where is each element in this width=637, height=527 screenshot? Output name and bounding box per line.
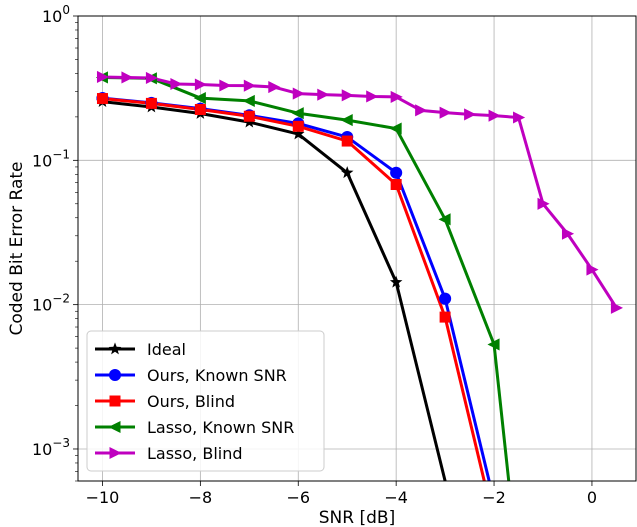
marker-triangle-right bbox=[317, 88, 330, 101]
marker-triangle-right bbox=[439, 106, 452, 119]
marker-square bbox=[243, 110, 255, 122]
marker-triangle-left bbox=[438, 213, 451, 226]
y-tick-label: 10−3 bbox=[32, 436, 70, 459]
marker-triangle-left bbox=[291, 107, 304, 120]
marker-star bbox=[340, 166, 354, 179]
marker-square bbox=[194, 103, 206, 115]
marker-triangle-right bbox=[145, 71, 159, 85]
y-tick-label: 10−1 bbox=[32, 147, 70, 170]
marker-square bbox=[292, 120, 304, 132]
marker-triangle-right bbox=[561, 227, 575, 240]
marker-triangle-left bbox=[193, 92, 206, 105]
x-tick-label: 0 bbox=[587, 488, 597, 507]
marker-triangle-right bbox=[243, 79, 256, 92]
marker-triangle-left bbox=[242, 94, 255, 107]
x-tick-label: −4 bbox=[384, 488, 408, 507]
y-tick-label: 100 bbox=[42, 3, 70, 26]
marker-circle bbox=[108, 368, 122, 382]
marker-square bbox=[145, 97, 157, 109]
marker-triangle-right bbox=[121, 71, 134, 84]
x-tick-label: −8 bbox=[189, 488, 213, 507]
marker-square bbox=[439, 311, 451, 323]
marker-square bbox=[96, 93, 108, 105]
marker-triangle-right bbox=[366, 90, 379, 103]
marker-triangle-right bbox=[537, 197, 550, 210]
x-tick-label: −6 bbox=[286, 488, 310, 507]
marker-square bbox=[109, 395, 121, 407]
legend: Ideal Ours, Known SNR Ours, Blind Lasso, Kn… bbox=[86, 330, 325, 472]
x-tick-label: −10 bbox=[86, 488, 120, 507]
legend-label: Lasso, Blind bbox=[147, 444, 243, 463]
legend-box bbox=[86, 330, 325, 472]
legend-label: Lasso, Known SNR bbox=[147, 418, 294, 437]
y-axis-label: Coded Bit Error Rate bbox=[7, 162, 27, 336]
series-line bbox=[102, 75, 618, 309]
marker-circle bbox=[390, 166, 403, 179]
marker-triangle-left bbox=[487, 338, 500, 351]
marker-triangle-left bbox=[340, 114, 353, 127]
legend-label: Ours, Known SNR bbox=[147, 366, 287, 385]
marker-triangle-right bbox=[488, 109, 501, 122]
marker-triangle-left bbox=[389, 122, 402, 135]
marker-circle bbox=[439, 292, 452, 305]
marker-triangle-right bbox=[292, 87, 305, 100]
series-markers bbox=[95, 70, 624, 351]
marker-star bbox=[108, 342, 122, 355]
legend-label: Ours, Blind bbox=[147, 392, 235, 411]
series-line bbox=[102, 100, 447, 481]
marker-star bbox=[291, 127, 305, 140]
marker-triangle-right bbox=[513, 111, 526, 124]
marker-triangle-right bbox=[96, 70, 110, 84]
marker-triangle-right bbox=[610, 301, 624, 314]
marker-triangle-right bbox=[170, 77, 183, 91]
x-axis-label: SNR [dB] bbox=[319, 508, 395, 527]
y-tick-label: 10−2 bbox=[32, 292, 70, 315]
marker-triangle-right bbox=[194, 78, 207, 91]
marker-triangle-right bbox=[109, 446, 122, 460]
marker-triangle-right bbox=[415, 104, 428, 117]
legend-label: Ideal bbox=[147, 340, 186, 359]
marker-triangle-right bbox=[219, 79, 232, 92]
plot-frame bbox=[77, 15, 637, 482]
marker-triangle-right bbox=[268, 80, 281, 94]
marker-triangle-right bbox=[464, 108, 477, 121]
marker-triangle-right bbox=[586, 263, 599, 276]
series-lines bbox=[102, 75, 618, 481]
series-line bbox=[102, 75, 511, 481]
marker-star bbox=[389, 275, 403, 288]
marker-square bbox=[341, 135, 353, 147]
axis-ticks: −10 −8 −6 −4 −2 0 100 10−1 10−2 10−3 bbox=[32, 3, 597, 507]
marker-triangle-right bbox=[341, 89, 354, 102]
marker-square bbox=[390, 179, 402, 191]
marker-triangle-left bbox=[108, 420, 121, 434]
x-tick-label: −2 bbox=[482, 488, 506, 507]
marker-triangle-right bbox=[390, 90, 403, 103]
